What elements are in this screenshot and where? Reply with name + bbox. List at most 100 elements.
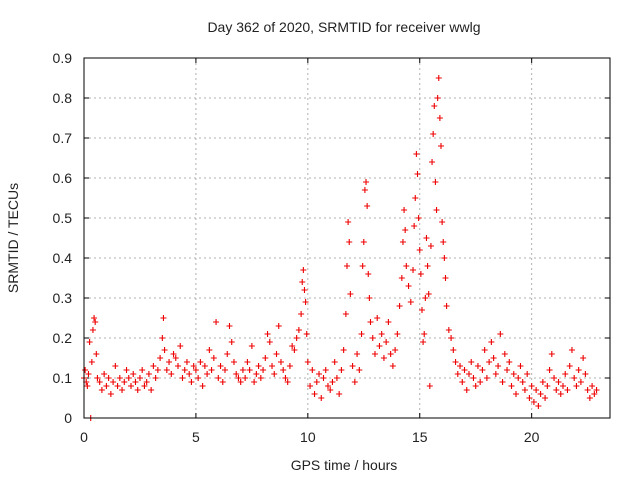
data-point-marker bbox=[365, 271, 372, 277]
data-point-marker bbox=[338, 367, 345, 373]
data-point-marker bbox=[481, 347, 488, 353]
data-point-marker bbox=[233, 371, 240, 377]
data-point-marker bbox=[364, 203, 371, 209]
data-point-marker bbox=[92, 319, 99, 325]
data-point-marker bbox=[300, 267, 307, 273]
y-tick-label: 0.8 bbox=[53, 90, 73, 106]
data-point-marker bbox=[376, 343, 383, 349]
data-point-marker bbox=[264, 331, 271, 337]
data-point-marker bbox=[425, 291, 432, 297]
data-point-marker bbox=[303, 331, 310, 337]
data-point-marker bbox=[442, 275, 449, 281]
data-point-marker bbox=[293, 335, 300, 341]
data-point-marker bbox=[443, 303, 450, 309]
data-point-marker bbox=[226, 323, 233, 329]
data-point-marker bbox=[172, 355, 179, 361]
data-point-marker bbox=[93, 351, 100, 357]
data-point-marker bbox=[289, 343, 296, 349]
data-point-marker bbox=[459, 379, 466, 385]
data-point-marker bbox=[331, 359, 338, 365]
data-point-marker bbox=[324, 383, 331, 389]
data-point-marker bbox=[273, 351, 280, 357]
data-point-marker bbox=[412, 195, 419, 201]
data-point-marker bbox=[86, 339, 93, 345]
data-point-marker bbox=[438, 143, 445, 149]
data-point-marker bbox=[533, 387, 540, 393]
x-tick-label: 20 bbox=[524, 429, 540, 445]
plot-frame bbox=[83, 57, 611, 419]
data-point-marker bbox=[201, 363, 208, 369]
data-point-marker bbox=[413, 151, 420, 157]
x-axis-label: GPS time / hours bbox=[291, 457, 398, 473]
data-point-marker bbox=[402, 227, 409, 233]
data-point-marker bbox=[188, 379, 195, 385]
data-point-marker bbox=[298, 311, 305, 317]
x-tick-label: 0 bbox=[80, 429, 88, 445]
data-point-marker bbox=[486, 359, 493, 365]
data-point-marker bbox=[116, 375, 123, 381]
data-point-marker bbox=[224, 351, 231, 357]
data-point-marker bbox=[242, 375, 249, 381]
data-point-marker bbox=[307, 383, 314, 389]
data-point-marker bbox=[237, 379, 244, 385]
data-point-marker bbox=[571, 375, 578, 381]
data-point-marker bbox=[411, 223, 418, 229]
data-point-marker bbox=[143, 379, 150, 385]
data-point-marker bbox=[96, 379, 103, 385]
data-point-marker bbox=[136, 375, 143, 381]
data-point-marker bbox=[580, 355, 587, 361]
data-point-marker bbox=[468, 359, 475, 365]
data-point-marker bbox=[431, 103, 438, 109]
data-point-marker bbox=[546, 367, 553, 373]
data-point-marker bbox=[448, 335, 455, 341]
data-point-marker bbox=[257, 375, 264, 381]
data-point-marker bbox=[271, 371, 278, 377]
data-point-marker bbox=[394, 331, 401, 337]
data-point-marker bbox=[316, 371, 323, 377]
data-point-marker bbox=[483, 375, 490, 381]
data-point-marker bbox=[380, 355, 387, 361]
data-point-marker bbox=[418, 307, 425, 313]
data-point-marker bbox=[461, 367, 468, 373]
data-point-marker bbox=[492, 371, 499, 377]
data-point-marker bbox=[277, 359, 284, 365]
data-point-marker bbox=[582, 371, 589, 377]
data-point-marker bbox=[313, 379, 320, 385]
data-point-marker bbox=[208, 367, 215, 373]
data-point-marker bbox=[336, 391, 343, 397]
y-tick-label: 0.4 bbox=[53, 250, 73, 266]
data-point-marker bbox=[125, 375, 132, 381]
data-point-marker bbox=[309, 367, 316, 373]
data-point-marker bbox=[410, 267, 417, 273]
data-point-marker bbox=[439, 219, 446, 225]
data-point-marker bbox=[519, 379, 526, 385]
data-point-marker bbox=[204, 371, 211, 377]
data-point-marker bbox=[415, 215, 422, 221]
data-point-marker bbox=[340, 347, 347, 353]
data-point-marker bbox=[501, 351, 508, 357]
data-point-marker bbox=[524, 371, 531, 377]
data-point-marker bbox=[301, 287, 308, 293]
data-point-marker bbox=[551, 375, 558, 381]
y-tick-label: 0.3 bbox=[53, 290, 73, 306]
data-point-marker bbox=[378, 331, 385, 337]
data-point-marker bbox=[470, 375, 477, 381]
data-point-marker bbox=[322, 367, 329, 373]
data-point-marker bbox=[215, 375, 222, 381]
data-point-marker bbox=[434, 95, 441, 101]
data-point-marker bbox=[282, 375, 289, 381]
data-point-marker bbox=[407, 299, 414, 305]
data-point-marker bbox=[591, 391, 598, 397]
data-point-marker bbox=[85, 371, 92, 377]
data-point-marker bbox=[528, 383, 535, 389]
data-point-marker bbox=[248, 343, 255, 349]
data-point-marker bbox=[371, 351, 378, 357]
data-point-marker bbox=[515, 375, 522, 381]
data-point-marker bbox=[474, 363, 481, 369]
data-point-marker bbox=[542, 395, 549, 401]
data-point-marker bbox=[399, 239, 406, 245]
data-point-marker bbox=[361, 187, 368, 193]
data-point-marker bbox=[354, 351, 361, 357]
y-tick-label: 0.1 bbox=[53, 370, 73, 386]
data-point-marker bbox=[139, 367, 146, 373]
